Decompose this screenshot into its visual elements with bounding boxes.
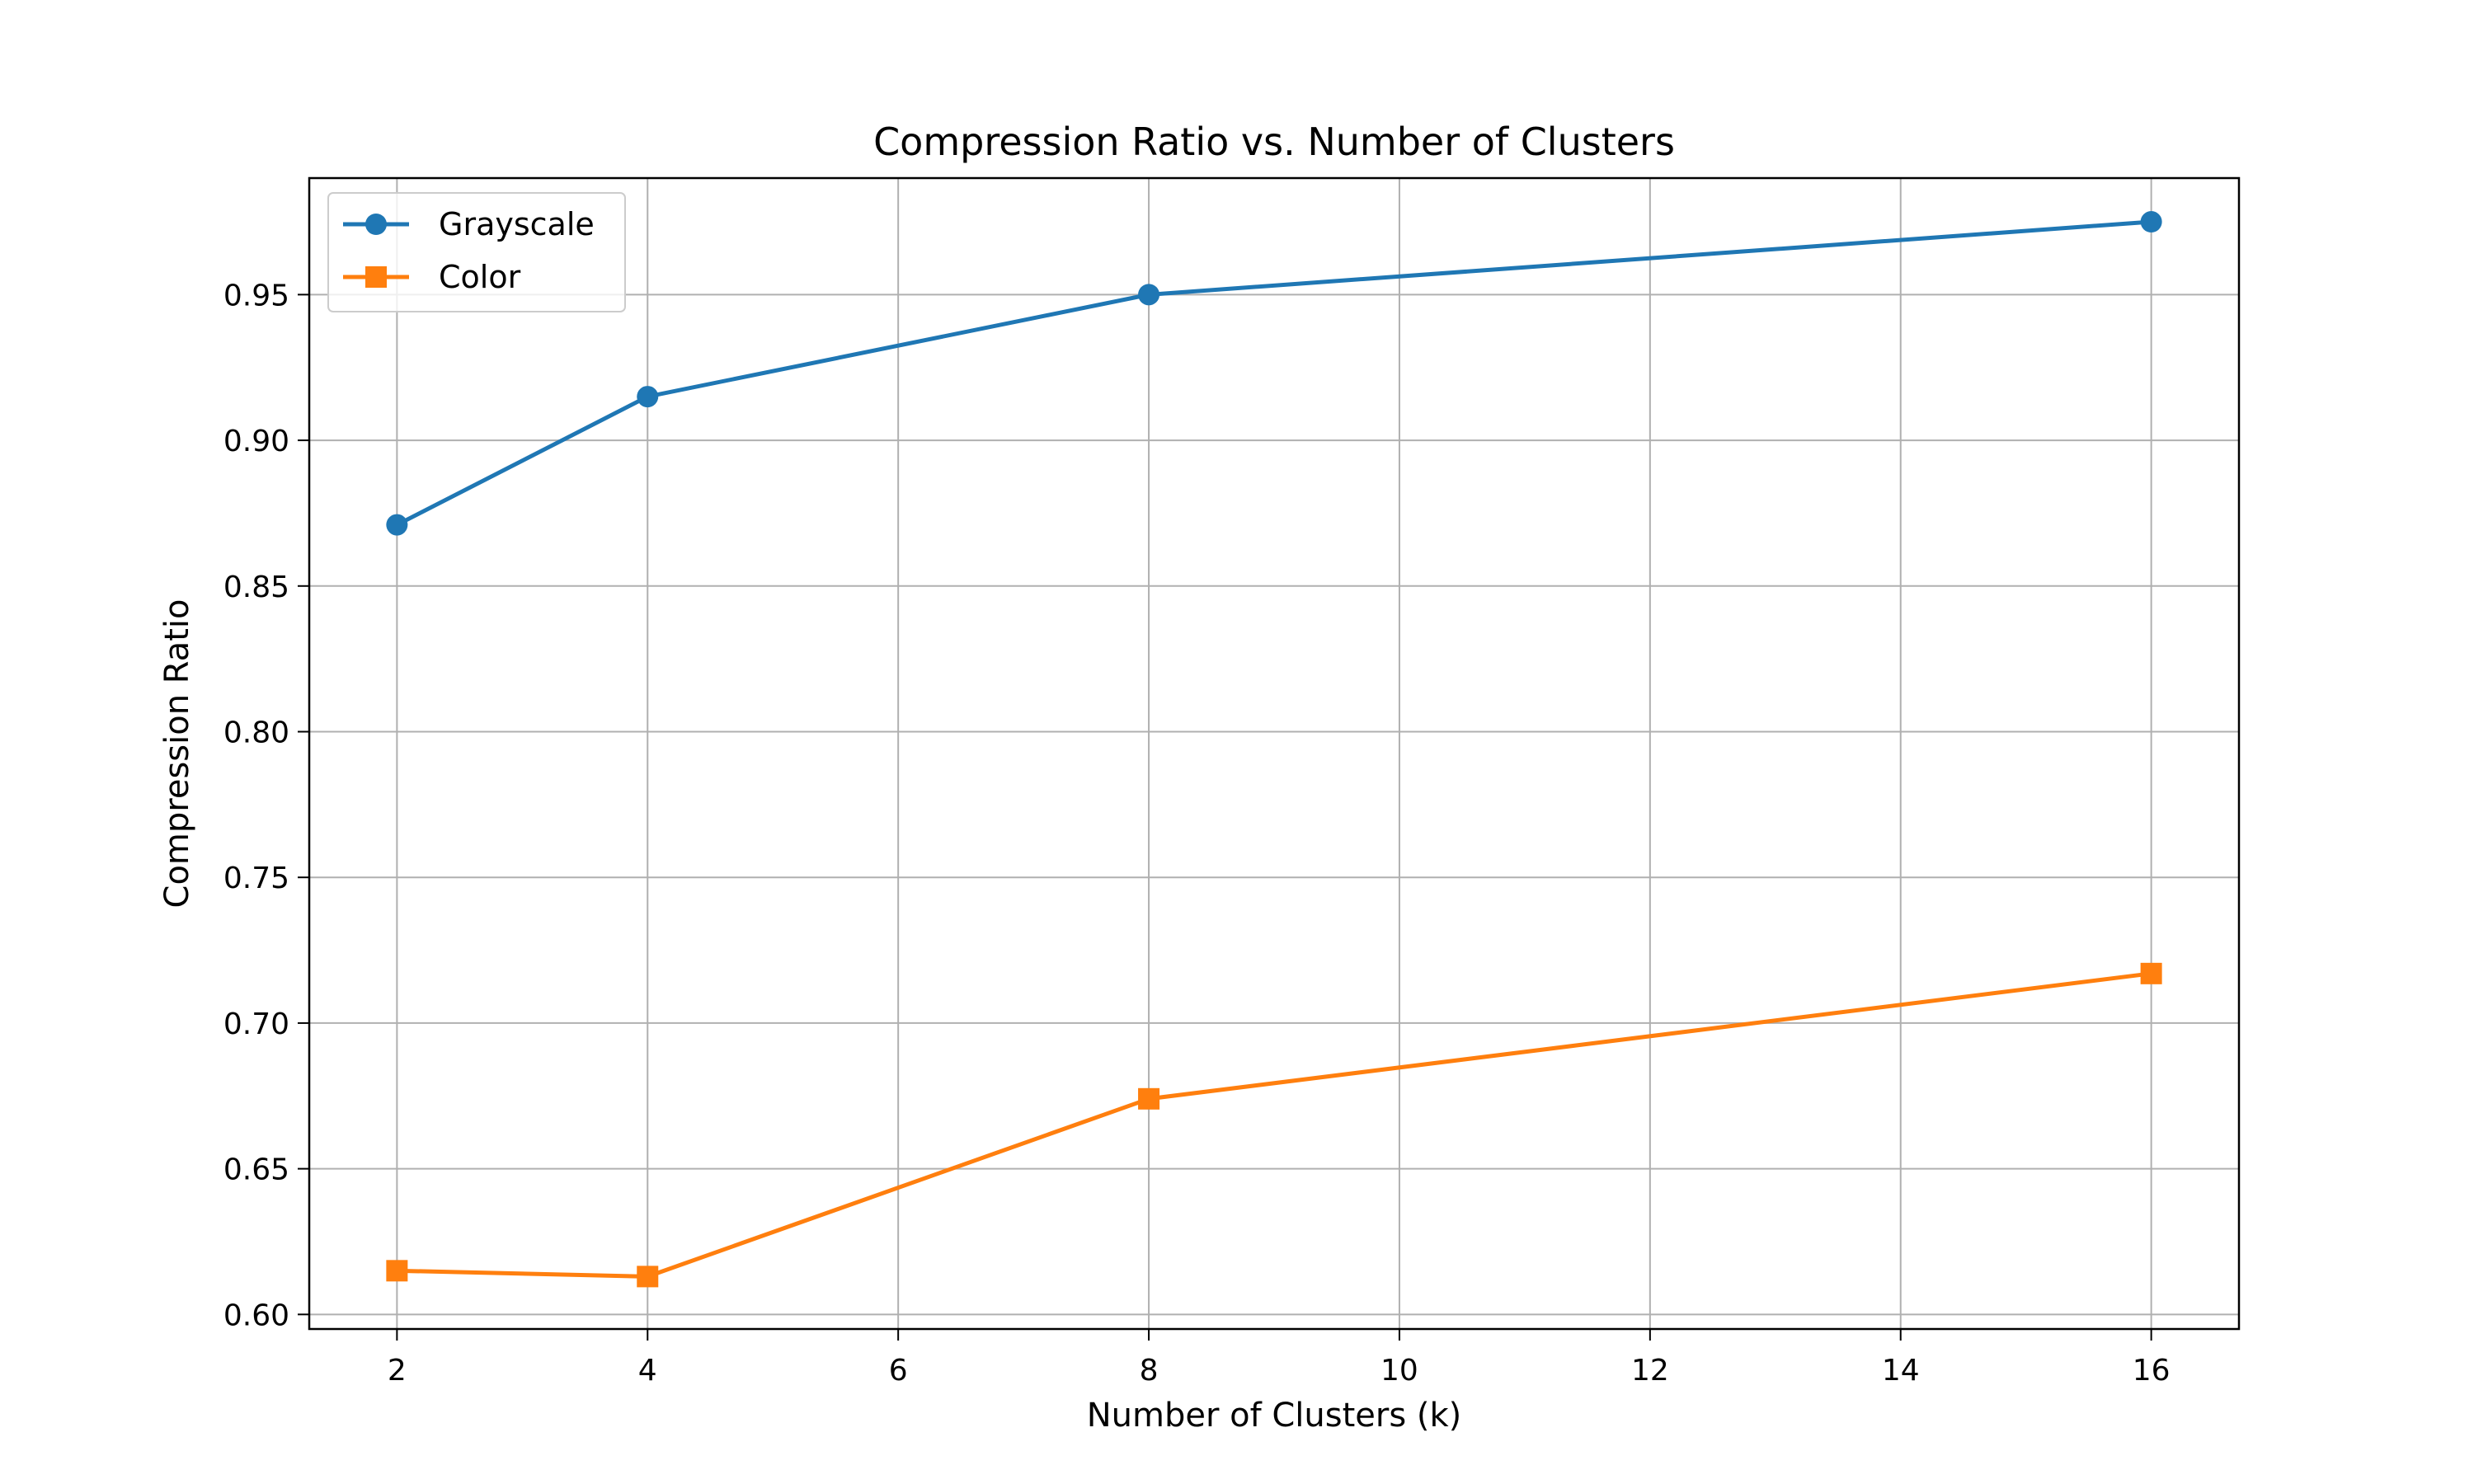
- color-point: [386, 1260, 408, 1282]
- color-line: [397, 971, 2152, 1279]
- x-tick-label: 12: [1631, 1354, 1669, 1388]
- grid-lines: [309, 178, 2239, 1329]
- y-tick-label: 0.70: [223, 1007, 289, 1041]
- grayscale-line: [396, 219, 2152, 527]
- y-tick-label: 0.85: [223, 571, 289, 604]
- x-tick-label: 2: [388, 1354, 407, 1388]
- x-tick-label: 8: [1140, 1354, 1159, 1388]
- x-axis-label: Number of Clusters (k): [1087, 1397, 1462, 1435]
- legend-grayscale-marker: [365, 214, 387, 235]
- y-tick-label: 0.60: [223, 1298, 289, 1332]
- axis-ticks: 2 4 6 8 10 12 14 16 0.60 0.65 0.70 0.75 0.80 0.85 0.90…: [223, 279, 2171, 1388]
- x-tick-label: 14: [1882, 1354, 1920, 1388]
- grayscale-point: [386, 514, 408, 536]
- x-tick-label: 4: [638, 1354, 657, 1388]
- legend-color-label: Color: [439, 259, 521, 295]
- y-axis-label: Compression Ratio: [158, 599, 196, 909]
- plot-frame: [308, 176, 2241, 1331]
- y-tick-label: 0.95: [223, 279, 289, 312]
- legend-grayscale-label: Grayscale: [439, 206, 595, 242]
- y-tick-label: 0.90: [223, 425, 289, 458]
- y-tick-label: 0.65: [223, 1153, 289, 1187]
- color-point: [2140, 962, 2162, 984]
- x-tick-label: 10: [1380, 1354, 1418, 1388]
- x-tick-label: 16: [2133, 1354, 2171, 1388]
- y-tick-label: 0.80: [223, 716, 289, 749]
- data-series: [386, 211, 2162, 1288]
- chart-title: Compression Ratio vs. Number of Clusters: [873, 120, 1675, 164]
- grayscale-point: [637, 386, 659, 408]
- legend: Grayscale Color: [327, 192, 626, 312]
- color-point: [637, 1266, 659, 1288]
- legend-color-marker: [365, 266, 387, 288]
- grayscale-point: [2140, 211, 2162, 233]
- grayscale-point: [1138, 284, 1160, 306]
- x-tick-label: 6: [889, 1354, 908, 1388]
- y-tick-label: 0.75: [223, 862, 289, 895]
- color-point: [1138, 1087, 1160, 1110]
